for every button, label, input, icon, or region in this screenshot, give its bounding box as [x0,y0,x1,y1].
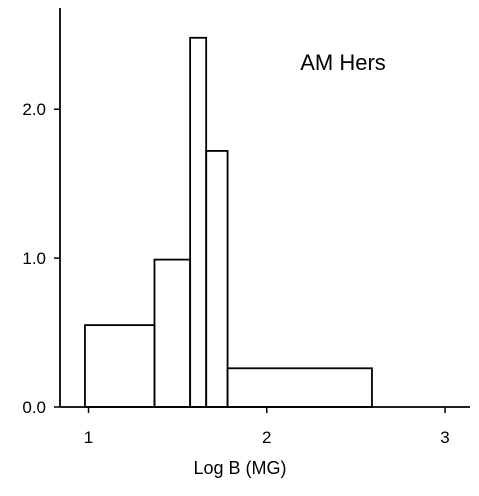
annotation-label: AM Hers [300,50,386,75]
histogram-bar-4 [205,150,229,408]
histogram-bar-5 [226,367,373,408]
y-ticks: 0.0 1.0 2.0 [22,100,60,417]
y-tick-label: 1.0 [22,249,46,268]
histogram-bar-3 [189,36,208,408]
x-tick-label: 2 [262,428,271,447]
y-tick-label: 0.0 [22,398,46,417]
x-tick-label: 1 [84,428,93,447]
y-tick-label: 2.0 [22,100,46,119]
histogram-bar-1 [84,324,156,408]
x-tick-label: 3 [440,428,449,447]
bars [84,36,373,408]
histogram-bar-2 [153,258,192,408]
x-ticks: 1 2 3 [84,407,450,447]
x-axis-title: Log B (MG) [194,458,287,478]
